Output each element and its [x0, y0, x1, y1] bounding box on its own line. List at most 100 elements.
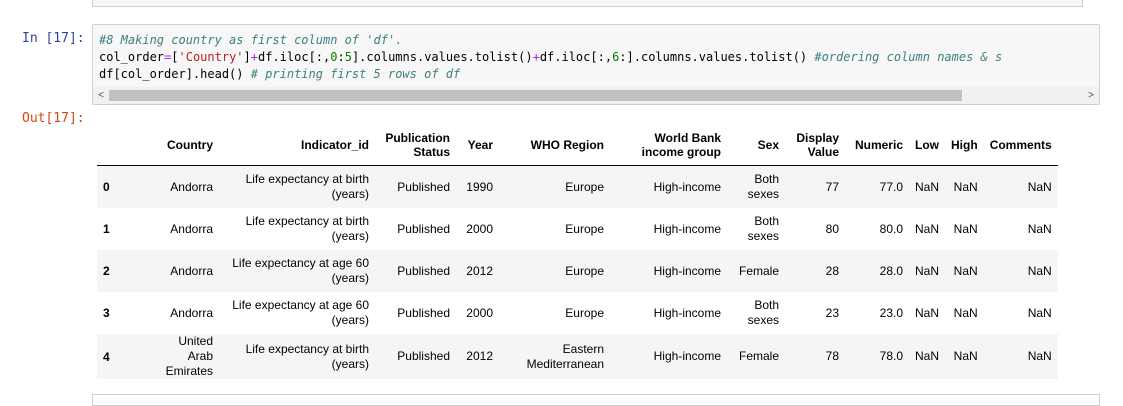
table-cell: Andorra: [170, 221, 213, 236]
table-cell: 2012: [466, 349, 493, 363]
table-cell: Life expectancy at birth (years): [245, 214, 369, 243]
code-operator: +: [532, 50, 540, 64]
row-index: 2: [103, 264, 110, 278]
code-token: df[col_order].head(): [99, 67, 251, 81]
code-token: :: [337, 50, 345, 64]
next-cell[interactable]: [92, 394, 1100, 406]
table-cell: Andorra: [170, 305, 213, 320]
table-cell: 28: [825, 263, 839, 278]
table-cell: Published: [397, 349, 450, 363]
table-cell: NaN: [915, 263, 940, 278]
table-cell: Andorra: [170, 263, 213, 278]
column-header: Sex: [727, 124, 785, 166]
table-cell: Female: [738, 263, 779, 278]
table-cell: Published: [397, 179, 450, 194]
table-cell: NaN: [1027, 263, 1052, 278]
code-token: df.iloc[:,: [539, 50, 613, 64]
table-cell: NaN: [953, 179, 978, 194]
code-number: 0: [330, 50, 338, 64]
output-prompt: Out[17]:: [22, 111, 85, 126]
table-cell: NaN: [915, 221, 940, 236]
row-index: 3: [103, 306, 110, 320]
code-operator: +: [250, 50, 258, 64]
column-header: Comments: [983, 124, 1058, 166]
code-token: col_order: [99, 50, 165, 64]
table-cell: 78: [825, 349, 839, 363]
table-cell: Both sexes: [747, 214, 779, 243]
table-row: 2 Andorra Life expectancy at age 60 (yea…: [97, 250, 1058, 292]
column-header: Country: [153, 124, 219, 166]
table-cell: 23.0: [879, 305, 903, 320]
table-cell: Life expectancy at age 60 (years): [232, 298, 369, 327]
scrollbar-thumb[interactable]: [109, 90, 962, 101]
scroll-left-arrow-icon[interactable]: <: [98, 90, 104, 101]
table-cell: Andorra: [170, 179, 213, 194]
table-cell: High-income: [653, 179, 721, 194]
table-cell: NaN: [953, 349, 978, 363]
code-string: 'Country': [178, 50, 244, 64]
table-cell: High-income: [653, 349, 721, 363]
code-token: df.iloc[:,: [258, 50, 331, 64]
table-cell: 78.0: [879, 349, 903, 363]
code-comment: #ordering column names & s: [814, 50, 1003, 64]
table-cell: 77: [825, 179, 839, 194]
column-header: Numeric: [845, 124, 909, 166]
column-header: [97, 124, 153, 166]
column-header: Year: [456, 124, 499, 166]
table-cell: 1990: [466, 179, 493, 194]
table-cell: NaN: [915, 305, 940, 320]
table-cell: 80.0: [879, 221, 903, 236]
input-prompt: In [17]:: [22, 31, 85, 46]
code-number: 5: [344, 50, 352, 64]
code-token: [: [171, 50, 179, 64]
code-token: ]: [243, 50, 251, 64]
table-cell: Published: [397, 305, 450, 320]
table-cell: NaN: [1027, 179, 1052, 194]
table-cell: NaN: [1027, 221, 1052, 236]
column-header: WHO Region: [499, 124, 610, 166]
table-cell: Published: [397, 263, 450, 278]
table-cell: Europe: [565, 263, 604, 278]
table-cell: Life expectancy at birth (years): [245, 172, 369, 201]
table-row: 3 Andorra Life expectancy at age 60 (yea…: [97, 292, 1058, 334]
table-cell: Life expectancy at birth (years): [245, 341, 369, 371]
table-cell: NaN: [915, 349, 940, 363]
table-cell: 23: [825, 305, 839, 320]
table-cell: 2000: [466, 305, 493, 320]
column-header: Publication Status: [375, 124, 456, 166]
table-cell: Both sexes: [747, 172, 779, 201]
table-cell: High-income: [653, 305, 721, 320]
table-cell: Both sexes: [747, 298, 779, 327]
table-cell: Female: [738, 349, 779, 363]
code-number: 6: [612, 50, 620, 64]
table-cell: Europe: [565, 305, 604, 320]
row-index: 0: [103, 180, 110, 194]
column-header: High: [945, 124, 984, 166]
table-cell: Life expectancy at age 60 (years): [232, 256, 369, 285]
table-cell: NaN: [915, 179, 940, 194]
table-cell: NaN: [1027, 349, 1052, 363]
table-row: 0 Andorra Life expectancy at birth (year…: [97, 165, 1058, 208]
scroll-right-arrow-icon[interactable]: >: [1088, 90, 1094, 101]
table-cell: Europe: [565, 179, 604, 194]
table-header-row: Country Indicator_id Publication Status …: [97, 124, 1058, 166]
dataframe-table: Country Indicator_id Publication Status …: [97, 124, 1058, 379]
table-cell: 2012: [466, 263, 493, 278]
table-row: 1 Andorra Life expectancy at birth (year…: [97, 208, 1058, 250]
code-cell[interactable]: #8 Making country as first column of 'df…: [92, 24, 1100, 105]
table-cell: NaN: [953, 305, 978, 320]
horizontal-scrollbar[interactable]: < >: [93, 87, 1099, 104]
table-cell: NaN: [1027, 305, 1052, 320]
column-header: Display Value: [785, 124, 845, 166]
previous-cell[interactable]: [92, 0, 1083, 7]
code-token: :].columns.values.tolist(): [619, 50, 815, 64]
table-cell: Eastern Mediterranean: [526, 341, 604, 371]
column-header: Indicator_id: [219, 124, 375, 166]
table-cell: High-income: [653, 221, 721, 236]
table-cell: United Arab Emirates: [165, 334, 213, 378]
table-row: 4 United Arab Emirates Life expectancy a…: [97, 334, 1058, 379]
table-cell: Published: [397, 221, 450, 236]
table-cell: 80: [825, 221, 839, 236]
row-index: 4: [103, 349, 110, 364]
code-editor[interactable]: #8 Making country as first column of 'df…: [99, 32, 1099, 83]
